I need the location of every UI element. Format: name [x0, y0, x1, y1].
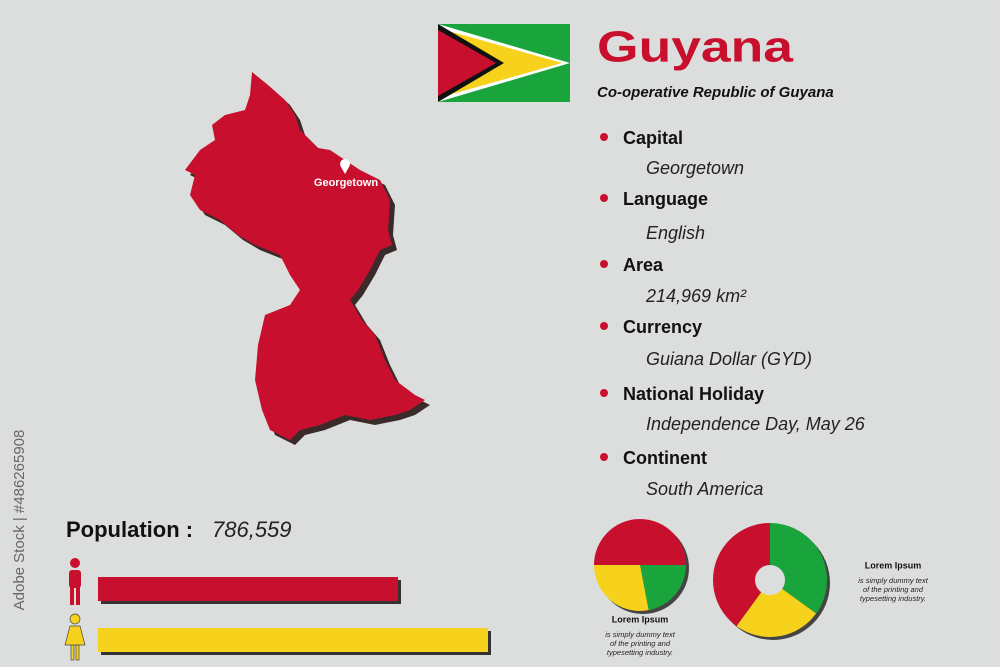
bar: [98, 577, 398, 601]
pie-slice: [713, 523, 770, 627]
donut-hole: [755, 565, 785, 595]
male-icon: [69, 558, 81, 605]
female-icon: [64, 613, 86, 661]
fact-value: Independence Day, May 26: [646, 414, 866, 434]
pie-title: Lorem Ipsum: [612, 614, 669, 624]
bullet: [600, 322, 608, 330]
watermark: Adobe Stock | #486265908: [11, 430, 28, 611]
fact-label: Language: [623, 189, 708, 209]
subtitle: Co-operative Republic of Guyana: [597, 84, 834, 101]
fact-label: Continent: [623, 448, 707, 468]
fact-label: National Holiday: [623, 384, 764, 404]
pie-slice: [594, 519, 686, 565]
pie-slice: [770, 523, 827, 614]
bullet: [600, 133, 608, 141]
fact-value: English: [646, 223, 705, 243]
pie-text: is simply dummy text: [605, 630, 676, 639]
fact-label: Currency: [623, 317, 702, 337]
population-value: 786,559: [212, 517, 292, 542]
fact-value: Georgetown: [646, 158, 744, 178]
flag-red: [438, 30, 496, 96]
fact-label: Capital: [623, 128, 683, 148]
pie-text: is simply dummy text: [858, 576, 929, 585]
fact-value: 214,969 km²: [645, 286, 747, 306]
bar: [98, 628, 488, 652]
map: Georgetown: [185, 72, 430, 445]
fact-label: Area: [623, 255, 664, 275]
pie-slice: [736, 580, 817, 638]
pie-text: typesetting industry.: [860, 594, 926, 603]
map-pin: [340, 159, 350, 174]
bullet: [600, 260, 608, 268]
fact-value: Guiana Dollar (GYD): [646, 349, 812, 369]
pie-slice: [640, 565, 686, 611]
pie-text: typesetting industry.: [607, 648, 673, 657]
map-label: Georgetown: [314, 177, 378, 189]
pie-slice: [594, 565, 649, 611]
pie-title: Lorem Ipsum: [865, 560, 922, 570]
population-label: Population :: [66, 517, 193, 542]
flag: [438, 24, 570, 102]
title: Guyana: [597, 23, 794, 72]
bullet: [600, 453, 608, 461]
map-shape: [185, 72, 425, 440]
bullet: [600, 194, 608, 202]
pie-text: of the printing and: [610, 639, 671, 648]
bullet: [600, 389, 608, 397]
fact-value: South America: [646, 479, 763, 499]
pie-text: of the printing and: [863, 585, 924, 594]
